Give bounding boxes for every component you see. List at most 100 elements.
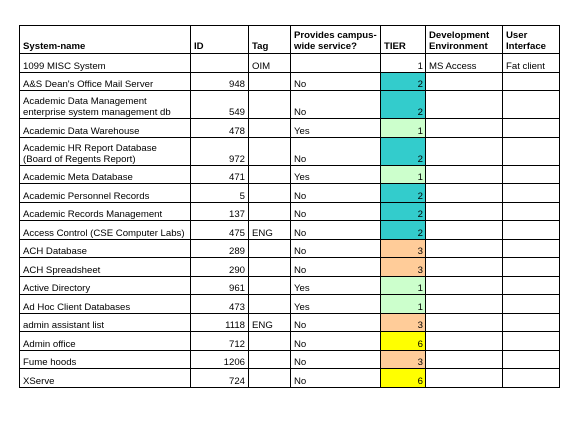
cell-id[interactable]: 289: [190, 238, 249, 258]
cell-id[interactable]: 1206: [190, 349, 249, 369]
cell-campus-service[interactable]: Yes: [290, 275, 381, 295]
cell-user-interface[interactable]: [502, 331, 560, 351]
cell-tier[interactable]: 1: [380, 53, 426, 73]
cell-tier[interactable]: 3: [380, 257, 426, 277]
cell-system-name[interactable]: ACH Spreadsheet: [19, 257, 191, 277]
cell-system-name[interactable]: Admin office: [19, 331, 191, 351]
cell-campus-service[interactable]: No: [290, 220, 381, 240]
cell-id[interactable]: 712: [190, 331, 249, 351]
cell-tag[interactable]: [248, 118, 291, 138]
cell-dev-environment[interactable]: [425, 220, 503, 240]
cell-tier[interactable]: 2: [380, 220, 426, 240]
header-id[interactable]: ID: [190, 25, 249, 54]
cell-dev-environment[interactable]: [425, 183, 503, 203]
cell-user-interface[interactable]: [502, 275, 560, 295]
cell-tag[interactable]: [248, 331, 291, 351]
cell-tag[interactable]: [248, 183, 291, 203]
cell-id[interactable]: 1118: [190, 312, 249, 332]
cell-user-interface[interactable]: [502, 118, 560, 138]
cell-id[interactable]: 290: [190, 257, 249, 277]
cell-dev-environment[interactable]: [425, 201, 503, 221]
cell-tier[interactable]: 2: [380, 71, 426, 91]
cell-dev-environment[interactable]: MS Access: [425, 53, 503, 73]
cell-tier[interactable]: 6: [380, 331, 426, 351]
cell-dev-environment[interactable]: [425, 136, 503, 166]
cell-system-name[interactable]: Active Directory: [19, 275, 191, 295]
cell-system-name[interactable]: Access Control (CSE Computer Labs): [19, 220, 191, 240]
cell-campus-service[interactable]: No: [290, 90, 381, 119]
cell-tag[interactable]: [248, 349, 291, 369]
cell-campus-service[interactable]: [290, 53, 381, 73]
cell-tag[interactable]: [248, 294, 291, 314]
cell-dev-environment[interactable]: [425, 238, 503, 258]
cell-dev-environment[interactable]: [425, 368, 503, 388]
cell-tag[interactable]: [248, 136, 291, 166]
cell-tier[interactable]: 1: [380, 118, 426, 138]
cell-tier[interactable]: 2: [380, 183, 426, 203]
cell-campus-service[interactable]: No: [290, 136, 381, 166]
cell-user-interface[interactable]: Fat client: [502, 53, 560, 73]
cell-tier[interactable]: 3: [380, 312, 426, 332]
cell-tag[interactable]: OIM: [248, 53, 291, 73]
cell-system-name[interactable]: Academic Data Warehouse: [19, 118, 191, 138]
cell-id[interactable]: 549: [190, 90, 249, 119]
cell-campus-service[interactable]: No: [290, 183, 381, 203]
cell-tier[interactable]: 2: [380, 136, 426, 166]
cell-user-interface[interactable]: [502, 294, 560, 314]
cell-user-interface[interactable]: [502, 220, 560, 240]
cell-user-interface[interactable]: [502, 71, 560, 91]
cell-campus-service[interactable]: No: [290, 201, 381, 221]
cell-system-name[interactable]: admin assistant list: [19, 312, 191, 332]
cell-campus-service[interactable]: No: [290, 312, 381, 332]
cell-dev-environment[interactable]: [425, 312, 503, 332]
cell-user-interface[interactable]: [502, 201, 560, 221]
cell-tag[interactable]: ENG: [248, 220, 291, 240]
cell-id[interactable]: 5: [190, 183, 249, 203]
cell-tier[interactable]: 1: [380, 164, 426, 184]
cell-user-interface[interactable]: [502, 257, 560, 277]
cell-campus-service[interactable]: No: [290, 349, 381, 369]
cell-tag[interactable]: [248, 368, 291, 388]
cell-user-interface[interactable]: [502, 312, 560, 332]
cell-campus-service[interactable]: Yes: [290, 118, 381, 138]
cell-campus-service[interactable]: No: [290, 257, 381, 277]
cell-id[interactable]: 137: [190, 201, 249, 221]
cell-campus-service[interactable]: Yes: [290, 164, 381, 184]
cell-tier[interactable]: 3: [380, 349, 426, 369]
cell-user-interface[interactable]: [502, 349, 560, 369]
cell-campus-service[interactable]: No: [290, 238, 381, 258]
header-system-name[interactable]: System-name: [19, 25, 191, 54]
cell-system-name[interactable]: A&S Dean's Office Mail Server: [19, 71, 191, 91]
cell-dev-environment[interactable]: [425, 71, 503, 91]
cell-tag[interactable]: [248, 90, 291, 119]
cell-dev-environment[interactable]: [425, 90, 503, 119]
cell-tag[interactable]: [248, 201, 291, 221]
cell-tier[interactable]: 1: [380, 294, 426, 314]
cell-id[interactable]: 473: [190, 294, 249, 314]
cell-tier[interactable]: 2: [380, 90, 426, 119]
cell-dev-environment[interactable]: [425, 275, 503, 295]
cell-tag[interactable]: ENG: [248, 312, 291, 332]
cell-dev-environment[interactable]: [425, 331, 503, 351]
cell-dev-environment[interactable]: [425, 349, 503, 369]
cell-id[interactable]: 948: [190, 71, 249, 91]
header-tier[interactable]: TIER: [380, 25, 426, 54]
cell-system-name[interactable]: Academic Personnel Records: [19, 183, 191, 203]
cell-id[interactable]: [190, 53, 249, 73]
cell-tier[interactable]: 1: [380, 275, 426, 295]
cell-system-name[interactable]: ACH Database: [19, 238, 191, 258]
cell-system-name[interactable]: Ad Hoc Client Databases: [19, 294, 191, 314]
cell-system-name[interactable]: Academic Data Management enterprise syst…: [19, 90, 191, 119]
cell-tier[interactable]: 2: [380, 201, 426, 221]
cell-system-name[interactable]: Fume hoods: [19, 349, 191, 369]
header-campus-service[interactable]: Provides campus-wide service?: [290, 25, 381, 54]
cell-system-name[interactable]: Academic HR Report Database (Board of Re…: [19, 136, 191, 166]
cell-tag[interactable]: [248, 275, 291, 295]
cell-user-interface[interactable]: [502, 136, 560, 166]
cell-user-interface[interactable]: [502, 183, 560, 203]
cell-tag[interactable]: [248, 257, 291, 277]
cell-campus-service[interactable]: Yes: [290, 294, 381, 314]
cell-campus-service[interactable]: No: [290, 331, 381, 351]
cell-system-name[interactable]: 1099 MISC System: [19, 53, 191, 73]
cell-tier[interactable]: 6: [380, 368, 426, 388]
